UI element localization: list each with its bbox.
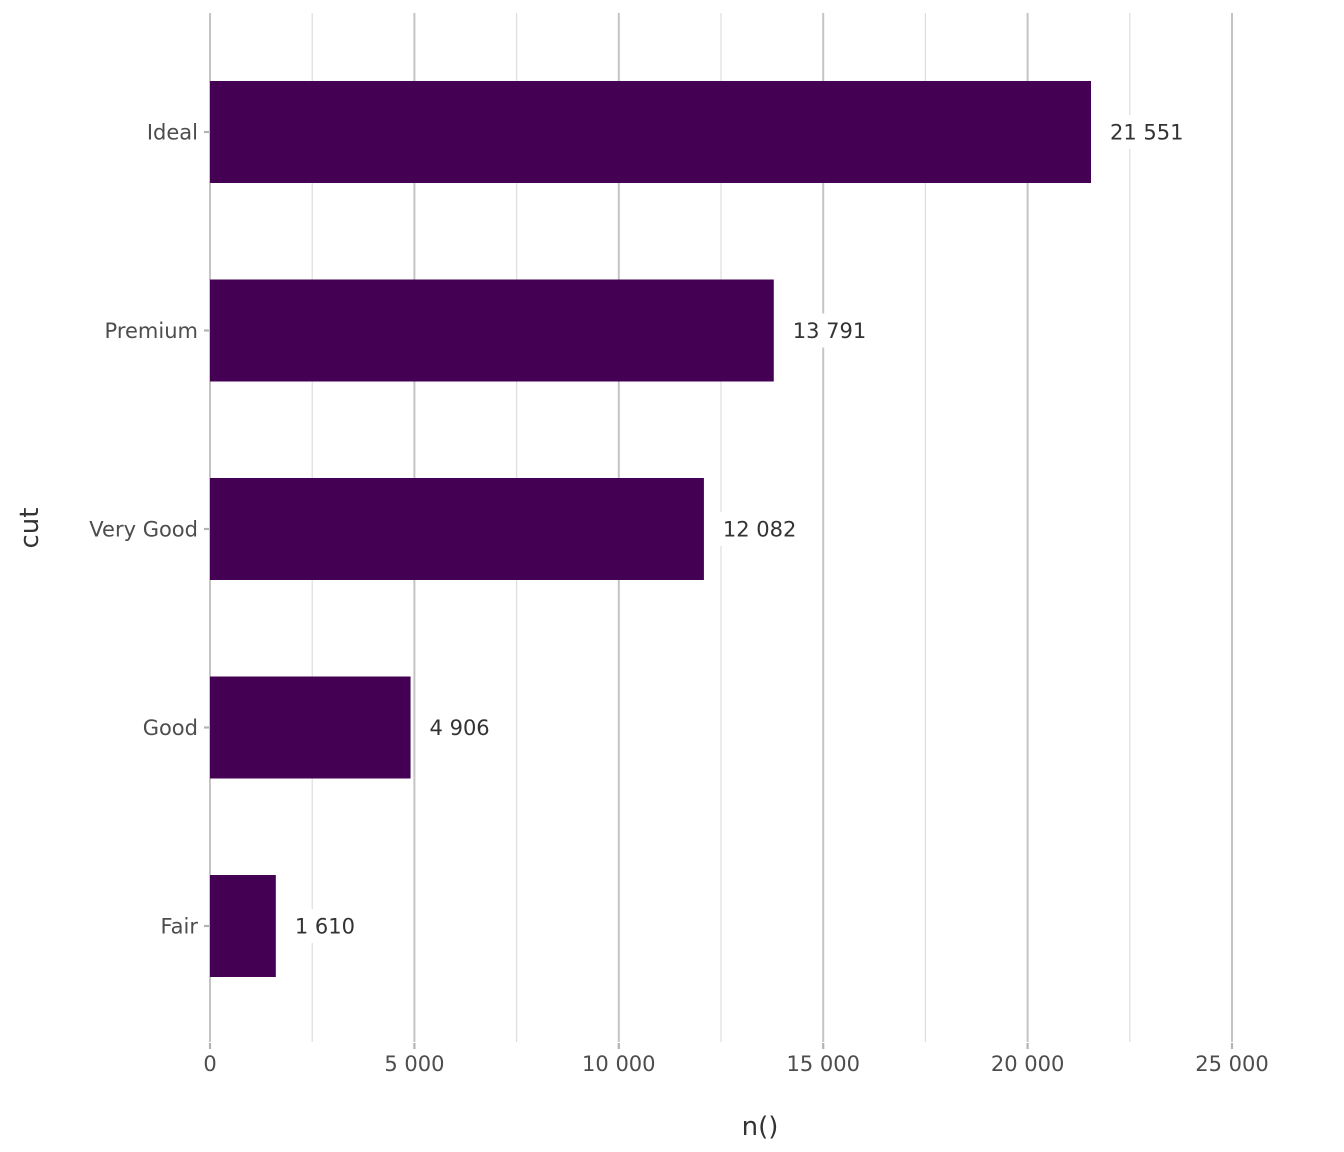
bar	[210, 478, 704, 580]
x-tick-label: 5 000	[384, 1052, 444, 1076]
y-tick-label: Very Good	[89, 518, 198, 542]
y-tick-label: Good	[143, 716, 198, 740]
y-tick-label: Premium	[105, 319, 198, 343]
data-label-background	[709, 512, 809, 546]
data-label: 4 906	[430, 716, 490, 740]
data-labels: 21 551 13 791 12 082 4 906 1 610	[281, 115, 1197, 943]
x-tick-label: 0	[203, 1052, 216, 1076]
bars	[210, 81, 1092, 977]
data-label: 21 551	[1110, 121, 1183, 145]
bar	[210, 279, 774, 382]
bar	[210, 676, 411, 779]
bar	[210, 81, 1092, 183]
data-label-background	[281, 909, 369, 943]
data-label-background	[416, 710, 504, 745]
data-label: 1 610	[295, 915, 355, 939]
data-label-background	[779, 313, 879, 348]
data-label-background	[1097, 115, 1197, 149]
bar	[210, 875, 276, 977]
data-label: 13 791	[793, 319, 866, 343]
x-axis: 0 5 000 10 000 15 000 20 000 25 000	[203, 1043, 1269, 1076]
x-axis-title: n()	[742, 1112, 779, 1142]
y-tick-label: Ideal	[147, 121, 198, 145]
x-tick-label: 15 000	[786, 1052, 859, 1076]
x-tick-label: 20 000	[991, 1052, 1064, 1076]
y-axis-title: cut	[15, 508, 45, 549]
x-tick-label: 10 000	[582, 1052, 655, 1076]
y-tick-label: Fair	[161, 915, 199, 939]
data-label: 12 082	[723, 518, 796, 542]
x-tick-label: 25 000	[1195, 1052, 1268, 1076]
y-axis: Ideal Premium Very Good Good Fair	[89, 121, 209, 939]
